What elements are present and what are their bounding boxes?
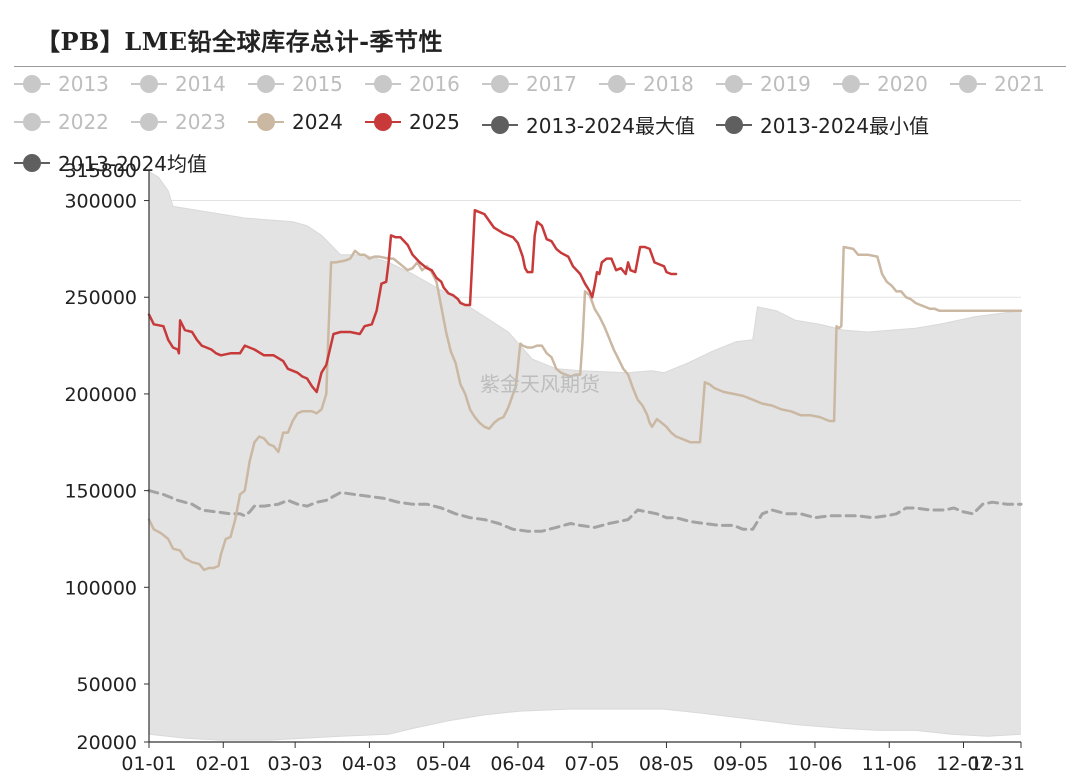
legend-marker-icon	[131, 112, 167, 132]
legend-label: 2015	[292, 72, 343, 96]
legend-label: 2013-2024均值	[58, 152, 208, 176]
legend-item-2014[interactable]: 2014	[131, 72, 226, 96]
legend-item-2013-2024最大值[interactable]: 2013-2024最大值	[482, 110, 695, 139]
y-tick-label-5: 100000	[64, 577, 137, 599]
x-tick-label-11: 12-07	[936, 753, 991, 775]
legend-item-2024[interactable]: 2024	[248, 110, 343, 134]
legend-item-2013-2024最小值[interactable]: 2013-2024最小值	[716, 110, 929, 139]
y-tick-label-2: 250000	[64, 287, 137, 309]
legend-label: 2013-2024最小值	[760, 114, 930, 138]
legend-marker-icon	[14, 74, 50, 94]
axes: 315800 300000 250000 200000 150000 100000 5000…	[64, 160, 1025, 775]
legend-marker-icon	[833, 74, 869, 94]
legend-item-2025[interactable]: 2025	[365, 110, 460, 134]
legend-item-2022[interactable]: 2022	[14, 110, 109, 134]
y-tick-label-1: 300000	[64, 191, 137, 213]
legend-label: 2016	[409, 72, 460, 96]
y-tick-label-7: 20000	[77, 732, 137, 754]
legend-marker-icon	[482, 74, 518, 94]
x-tick-label-2: 03-03	[268, 753, 323, 775]
series-line-2013-2024均值	[147, 489, 1023, 533]
legend-marker-icon	[248, 112, 284, 132]
x-tick-label-3: 04-03	[342, 753, 397, 775]
legend-label: 2025	[409, 110, 460, 134]
legend-item-2019[interactable]: 2019	[716, 72, 811, 96]
legend-label: 2021	[994, 72, 1045, 96]
x-tick-label-12: 12-31	[970, 753, 1025, 775]
legend-label: 2023	[175, 110, 226, 134]
series-line-2025	[147, 208, 678, 394]
y-tick-label-3: 200000	[64, 384, 137, 406]
x-tick-label-7: 08-05	[639, 753, 694, 775]
legend-item-2015[interactable]: 2015	[248, 72, 343, 96]
legend-label: 2019	[760, 72, 811, 96]
x-tick-label-5: 06-04	[490, 753, 545, 775]
legend-marker-icon	[716, 74, 752, 94]
legend-marker-icon	[248, 74, 284, 94]
x-tick-label-6: 07-05	[565, 753, 620, 775]
x-tick-label-4: 05-04	[416, 753, 471, 775]
legend-marker-icon	[950, 74, 986, 94]
legend-label: 2022	[58, 110, 109, 134]
legend-label: 2024	[292, 110, 343, 134]
legend-item-2016[interactable]: 2016	[365, 72, 460, 96]
legend-item-2018[interactable]: 2018	[599, 72, 694, 96]
x-tick-label-10: 11-06	[862, 753, 917, 775]
watermark-text: 紫金天风期货	[480, 372, 600, 396]
legend-label: 2020	[877, 72, 928, 96]
legend-marker-icon	[14, 112, 50, 132]
legend-item-2020[interactable]: 2020	[833, 72, 928, 96]
legend-item-2023[interactable]: 2023	[131, 110, 226, 134]
legend-item-2013[interactable]: 2013	[14, 72, 109, 96]
legend-marker-icon	[131, 74, 167, 94]
y-tick-label-6: 50000	[77, 674, 137, 696]
chart-title: 【PB】LME铅全球库存总计-季节性	[36, 27, 444, 56]
legend-label: 2014	[175, 72, 226, 96]
series-min-line	[148, 708, 1022, 741]
x-tick-label-0: 01-01	[121, 753, 176, 775]
legend-item-2021[interactable]: 2021	[950, 72, 1045, 96]
band-area	[149, 171, 1021, 741]
legend-marker-icon	[482, 115, 518, 135]
legend-marker-icon	[365, 74, 401, 94]
y-tick-label-4: 150000	[64, 481, 137, 503]
series-line-2024	[147, 245, 1023, 572]
legend-marker-icon	[14, 153, 50, 173]
x-tick-label-1: 02-01	[196, 753, 251, 775]
legend-label: 2018	[643, 72, 694, 96]
legend-item-2017[interactable]: 2017	[482, 72, 577, 96]
legend-label: 2013	[58, 72, 109, 96]
legend-marker-icon	[365, 112, 401, 132]
y-tick-label-0: 315800	[64, 160, 137, 182]
x-tick-label-8: 09-05	[713, 753, 768, 775]
legend-label: 2017	[526, 72, 577, 96]
series-layer	[147, 208, 1023, 572]
legend-label: 2013-2024最大值	[526, 114, 696, 138]
legend-marker-icon	[716, 115, 752, 135]
min-max-band	[148, 171, 1022, 741]
title-divider	[14, 66, 1066, 67]
legend-marker-icon	[599, 74, 635, 94]
x-tick-label-9: 10-06	[787, 753, 842, 775]
chart-legend: 2013 2014 2015 2016 2017 2018 2019 2020 2021 2022…	[14, 70, 1070, 180]
legend-item-2013-2024均值[interactable]: 2013-2024均值	[14, 148, 207, 177]
